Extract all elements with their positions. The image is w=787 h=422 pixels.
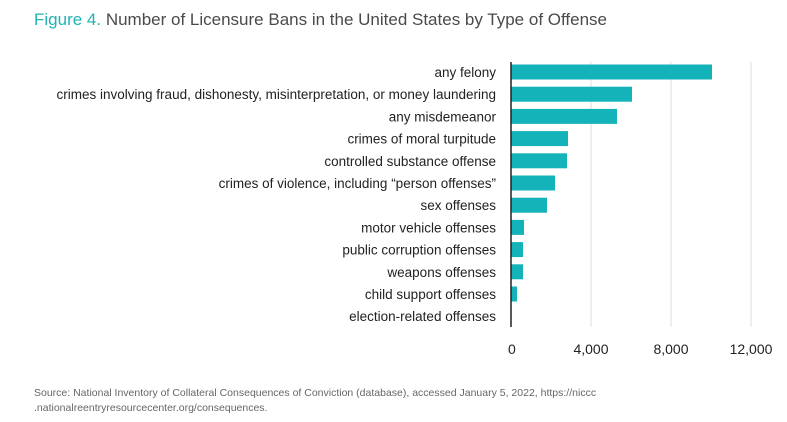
x-tick-label: 8,000 <box>653 341 688 357</box>
category-label: motor vehicle offenses <box>361 220 496 235</box>
bar <box>511 153 567 169</box>
bar <box>511 131 568 147</box>
category-label: public corruption offenses <box>342 243 496 258</box>
bar <box>511 197 547 213</box>
category-label: crimes involving fraud, dishonesty, misi… <box>57 87 496 102</box>
source-line-1: Source: National Inventory of Collateral… <box>34 387 597 399</box>
category-label: crimes of violence, including “person of… <box>219 176 496 191</box>
category-label: any felony <box>434 65 496 80</box>
bar <box>511 108 617 124</box>
bar <box>511 175 555 191</box>
bars <box>511 64 712 302</box>
category-label: controlled substance offense <box>324 154 496 169</box>
source-note: Source: National Inventory of Collateral… <box>34 386 734 416</box>
figure-title-text: Number of Licensure Bans in the United S… <box>105 10 607 29</box>
x-tick-label: 0 <box>508 341 516 357</box>
bar <box>511 219 524 235</box>
bar <box>511 86 632 102</box>
bar-chart: any felony crimes involving fraud, dishon… <box>57 62 773 357</box>
bar <box>511 64 712 80</box>
bar <box>511 264 523 280</box>
category-label: crimes of moral turpitude <box>347 132 496 147</box>
figure-label: Figure 4. <box>34 10 102 29</box>
bar <box>511 286 517 302</box>
x-tick-label: 12,000 <box>730 341 773 357</box>
bar <box>511 242 523 258</box>
category-label: weapons offenses <box>386 265 496 280</box>
gridlines <box>590 62 752 327</box>
x-tick-labels: 0 4,000 8,000 12,000 <box>508 341 773 357</box>
figure-title: Figure 4. Number of Licensure Bans in th… <box>34 10 607 30</box>
category-label: any misdemeanor <box>389 109 497 124</box>
category-label: child support offenses <box>365 287 496 302</box>
source-line-2: .nationalreentryresourcecenter.org/conse… <box>34 402 268 414</box>
category-label: sex offenses <box>420 198 496 213</box>
x-tick-label: 4,000 <box>573 341 608 357</box>
category-labels: any felony crimes involving fraud, dishon… <box>57 65 497 324</box>
category-label: election-related offenses <box>349 309 496 324</box>
